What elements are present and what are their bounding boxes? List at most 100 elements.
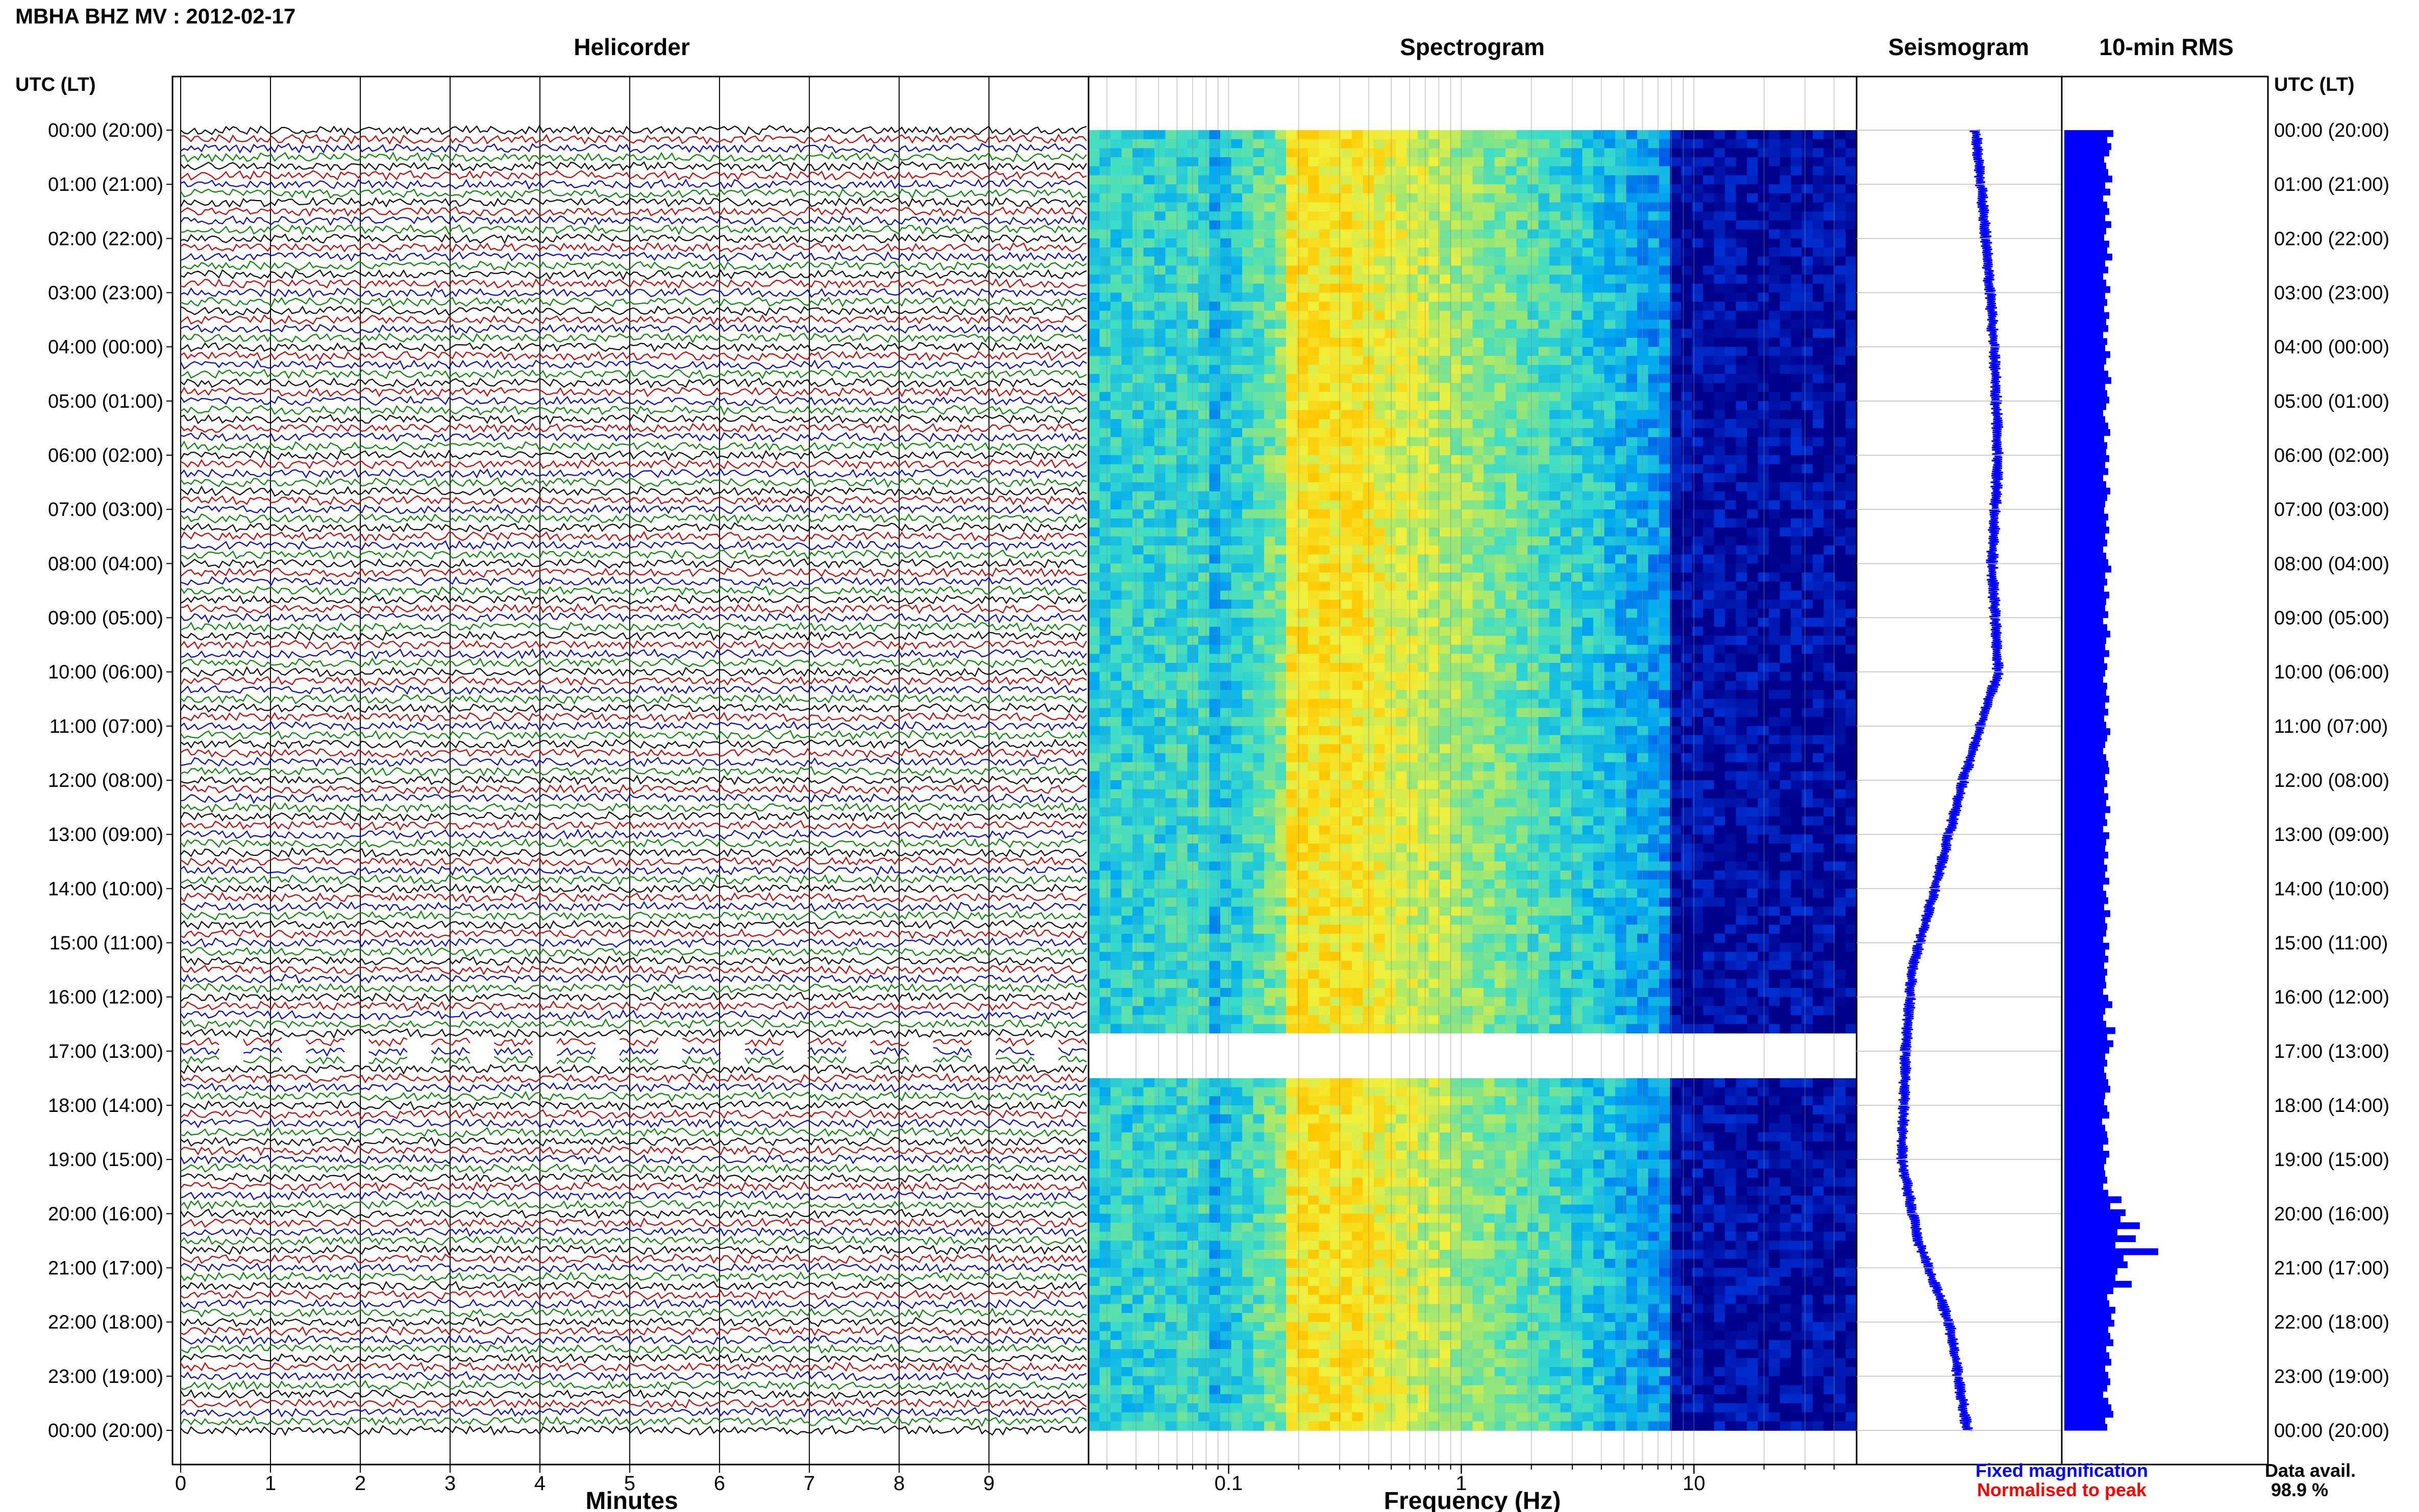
spectrogram-cell bbox=[1823, 184, 1835, 194]
spectrogram-cell bbox=[1801, 247, 1813, 257]
spectrogram-cell bbox=[1769, 455, 1781, 465]
spectrogram-cell bbox=[1374, 500, 1386, 510]
spectrogram-cell bbox=[1549, 148, 1561, 158]
spectrogram-cell bbox=[1352, 500, 1364, 510]
helicorder-trace bbox=[180, 648, 1087, 660]
spectrogram-cell bbox=[1505, 292, 1517, 302]
spectrogram-cell bbox=[1747, 717, 1759, 727]
spectrogram-cell bbox=[1253, 491, 1265, 501]
spectrogram-cell bbox=[1835, 482, 1846, 492]
spectrogram-cell bbox=[1505, 446, 1517, 456]
spectrogram-cell bbox=[1319, 455, 1330, 465]
spectrogram-cell bbox=[1560, 663, 1572, 673]
spectrogram-cell bbox=[1560, 536, 1572, 546]
spectrogram-cell bbox=[1264, 310, 1276, 320]
spectrogram-cell bbox=[1626, 410, 1638, 419]
spectrogram-cell bbox=[1209, 184, 1221, 194]
spectrogram-cell bbox=[1626, 383, 1638, 392]
spectrogram-cell bbox=[1484, 726, 1495, 736]
spectrogram-cell bbox=[1242, 717, 1254, 727]
spectrogram-cell bbox=[1286, 509, 1298, 519]
spectrogram-cell bbox=[1099, 166, 1111, 176]
spectrogram-cell bbox=[1341, 554, 1352, 564]
spectrogram-cell bbox=[1462, 464, 1473, 474]
spectrogram-cell bbox=[1341, 735, 1352, 745]
spectrogram-cell bbox=[1747, 238, 1759, 248]
spectrogram-cell bbox=[1374, 446, 1386, 456]
spectrogram-cell bbox=[1615, 708, 1627, 717]
spectrogram-cell bbox=[1560, 573, 1572, 582]
spectrogram-cell bbox=[1747, 184, 1759, 194]
spectrogram-cell bbox=[1472, 184, 1484, 194]
spectrogram-cell bbox=[1121, 527, 1133, 537]
spectrogram-cell bbox=[1593, 392, 1605, 402]
spectrogram-cell bbox=[1165, 672, 1177, 682]
spectrogram-cell bbox=[1549, 509, 1561, 519]
spectrogram-cell bbox=[1604, 130, 1616, 140]
spectrogram-cell bbox=[1637, 500, 1649, 510]
spectrogram-cell bbox=[1165, 374, 1177, 384]
spectrogram-cell bbox=[1462, 735, 1473, 745]
helicorder-trace bbox=[180, 765, 1087, 777]
spectrogram-cell bbox=[1198, 346, 1210, 357]
spectrogram-cell bbox=[1450, 681, 1462, 690]
spectrogram-cell bbox=[1330, 717, 1342, 727]
spectrogram-cell bbox=[1681, 735, 1693, 745]
spectrogram-cell bbox=[1286, 473, 1298, 483]
spectrogram-cell bbox=[1264, 554, 1276, 564]
spectrogram-cell bbox=[1659, 238, 1671, 248]
spectrogram-cell bbox=[1615, 663, 1627, 673]
spectrogram-cell bbox=[1220, 229, 1232, 239]
spectrogram-cell bbox=[1527, 211, 1539, 221]
spectrogram-cell bbox=[1418, 699, 1429, 709]
spectrogram-cell bbox=[1769, 238, 1781, 248]
spectrogram-cell bbox=[1758, 283, 1769, 293]
spectrogram-cell bbox=[1571, 410, 1583, 419]
spectrogram-cell bbox=[1472, 455, 1484, 465]
spectrogram-cell bbox=[1681, 428, 1693, 438]
spectrogram-cell bbox=[1450, 139, 1462, 149]
spectrogram-cell bbox=[1472, 509, 1484, 519]
spectrogram-cell bbox=[1099, 356, 1111, 365]
spectrogram-cell bbox=[1681, 130, 1693, 140]
spectrogram-cell bbox=[1428, 717, 1440, 727]
spectrogram-cell bbox=[1560, 527, 1572, 537]
spectrogram-cell bbox=[1538, 428, 1550, 438]
spectrogram-cell bbox=[1330, 410, 1342, 419]
spectrogram-cell bbox=[1494, 211, 1506, 221]
spectrogram-cell bbox=[1428, 410, 1440, 419]
spectrogram-cell bbox=[1110, 392, 1122, 402]
spectrogram-cell bbox=[1560, 608, 1572, 618]
helicorder-trace bbox=[180, 260, 1087, 271]
spectrogram-cell bbox=[1835, 473, 1846, 483]
spectrogram-cell bbox=[1275, 157, 1287, 167]
spectrogram-cell bbox=[1626, 554, 1638, 564]
spectrogram-cell bbox=[1187, 410, 1199, 419]
spectrogram-cell bbox=[1418, 482, 1429, 492]
spectrogram-cell bbox=[1538, 356, 1550, 365]
spectrogram-cell bbox=[1319, 419, 1330, 429]
spectrogram-cell bbox=[1615, 717, 1627, 727]
spectrogram-cell bbox=[1736, 292, 1747, 302]
spectrogram-cell bbox=[1670, 220, 1682, 230]
spectrogram-cell bbox=[1835, 536, 1846, 546]
spectrogram-cell bbox=[1406, 437, 1418, 447]
spectrogram-cell bbox=[1593, 464, 1605, 474]
spectrogram-cell bbox=[1494, 310, 1506, 320]
spectrogram-cell bbox=[1352, 184, 1364, 194]
spectrogram-cell bbox=[1198, 329, 1210, 338]
spectrogram-cell bbox=[1220, 608, 1232, 618]
spectrogram-cell bbox=[1637, 238, 1649, 248]
spectrogram-cell bbox=[1089, 491, 1100, 501]
helicorder-trace bbox=[180, 576, 1087, 587]
spectrogram-cell bbox=[1714, 148, 1725, 158]
spectrogram-cell bbox=[1725, 238, 1737, 248]
spectrogram-cell bbox=[1428, 184, 1440, 194]
spectrogram-cell bbox=[1494, 473, 1506, 483]
spectrogram-cell bbox=[1264, 356, 1276, 365]
spectrogram-cell bbox=[1845, 184, 1857, 194]
spectrogram-cell bbox=[1780, 617, 1791, 627]
spectrogram-cell bbox=[1670, 338, 1682, 348]
spectrogram-cell bbox=[1681, 419, 1693, 429]
spectrogram-cell bbox=[1626, 627, 1638, 636]
